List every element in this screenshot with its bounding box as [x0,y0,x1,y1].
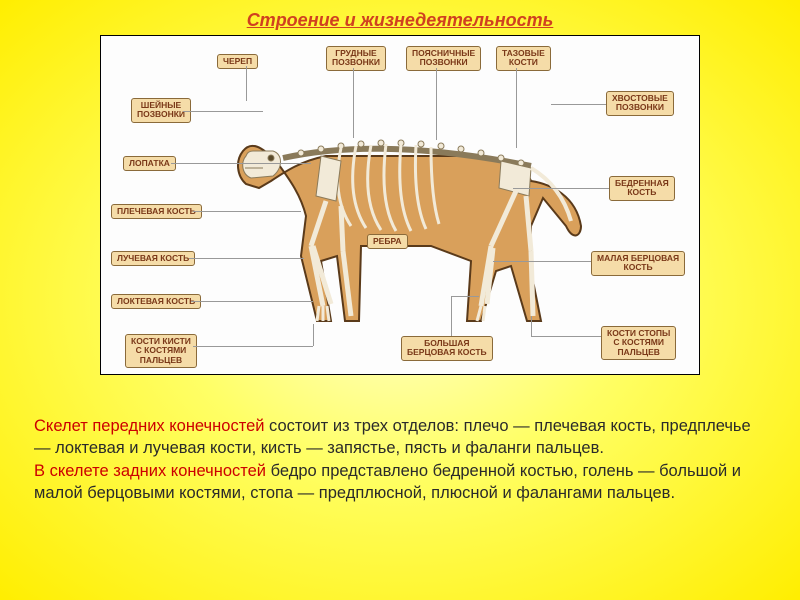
label-ribs: РЕБРА [367,234,408,249]
leader [189,258,304,259]
body-text: Скелет передних конечностей состоит из т… [30,415,770,504]
leader [451,296,452,336]
page-title: Строение и жизнедеятельность [30,10,770,31]
label-pelvic: ТАЗОВЫЕ КОСТИ [496,46,551,71]
label-tarsal: КОСТИ СТОПЫ С КОСТЯМИ ПАЛЬЦЕВ [601,326,676,360]
label-skull: ЧЕРЕП [217,54,258,69]
anatomy-diagram: ЧЕРЕП ГРУДНЫЕ ПОЗВОНКИ ПОЯСНИЧНЫЕ ПОЗВОН… [100,35,700,375]
label-humerus: ПЛЕЧЕВАЯ КОСТЬ [111,204,202,219]
label-fibula: МАЛАЯ БЕРЦОВАЯ КОСТЬ [591,251,685,276]
p2-highlight: В скелете задних конечностей [34,462,271,480]
paragraph-1: Скелет передних конечностей состоит из т… [34,415,766,460]
paragraph-2: В скелете задних конечностей бедро предс… [34,460,766,505]
label-lumbar: ПОЯСНИЧНЫЕ ПОЗВОНКИ [406,46,481,71]
leader [451,296,479,297]
leader [193,211,301,212]
label-scapula: ЛОПАТКА [123,156,176,171]
label-femur: БЕДРЕННАЯ КОСТЬ [609,176,675,201]
dog-skeleton-svg [231,106,591,346]
p1-highlight: Скелет передних конечностей [34,417,269,435]
leader [193,346,313,347]
leader [191,301,313,302]
leader [436,68,437,140]
label-tibia: БОЛЬШАЯ БЕРЦОВАЯ КОСТЬ [401,336,493,361]
leader [171,163,311,164]
label-radius: ЛУЧЕВАЯ КОСТЬ [111,251,195,266]
leader [246,66,247,101]
leader [183,111,263,112]
leader [531,316,532,336]
label-carpal: КОСТИ КИСТИ С КОСТЯМИ ПАЛЬЦЕВ [125,334,197,368]
leader [516,68,517,148]
leader [551,104,606,105]
label-thoracic: ГРУДНЫЕ ПОЗВОНКИ [326,46,386,71]
leader [531,336,601,337]
leader [353,68,354,138]
label-ulna: ЛОКТЕВАЯ КОСТЬ [111,294,201,309]
label-caudal: ХВОСТОВЫЕ ПОЗВОНКИ [606,91,674,116]
leader [513,188,609,189]
slide: Строение и жизнедеятельность [0,0,800,600]
leader [313,324,314,346]
leader [493,261,591,262]
